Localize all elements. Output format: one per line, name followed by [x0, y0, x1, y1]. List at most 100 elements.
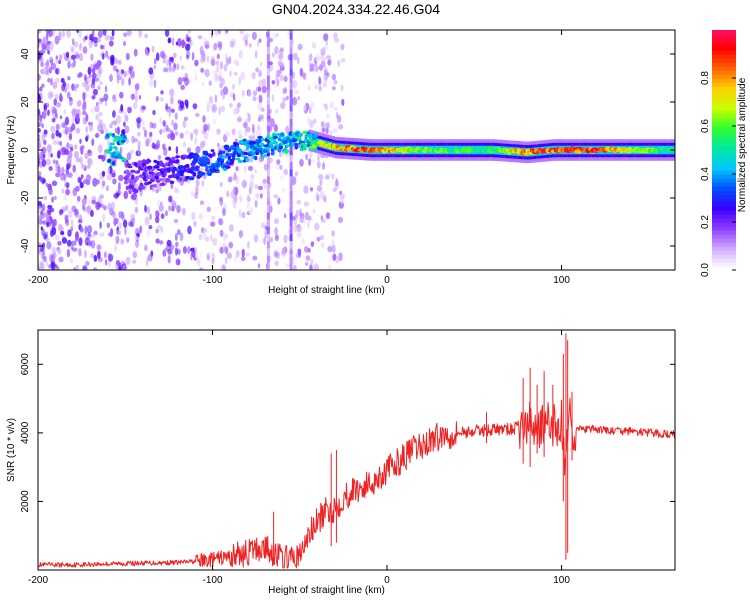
speckle-mark — [159, 97, 164, 102]
colorbar-swatch — [712, 74, 736, 79]
speckle-mark — [190, 132, 194, 141]
speckle-mark — [339, 190, 343, 195]
speckle-mark — [85, 260, 90, 266]
speckle-mark — [171, 66, 176, 73]
speckle-mark — [82, 46, 88, 54]
speckle-mark — [127, 106, 132, 114]
speckle-mark — [38, 74, 41, 81]
speckle-mark — [292, 71, 296, 79]
x-axis-label: Height of straight line (km) — [268, 585, 385, 596]
speckle-mark — [167, 248, 173, 255]
speckle-mark — [185, 50, 191, 59]
ridge-mark — [132, 189, 139, 194]
speckle-mark — [277, 197, 281, 205]
stripe-mark — [289, 262, 293, 270]
speckle-mark — [167, 37, 172, 44]
speckle-mark — [101, 53, 105, 60]
colorbar-tick-label: 0.8 — [700, 71, 711, 85]
speckle-mark — [43, 195, 48, 201]
ridge-mark — [194, 168, 200, 172]
speckle-mark — [41, 203, 46, 212]
speckle-mark — [70, 109, 76, 115]
speckle-mark — [116, 230, 122, 236]
y-tick-label: 20 — [20, 96, 31, 108]
speckle-mark — [155, 229, 159, 234]
speckle-mark — [269, 118, 275, 128]
speckle-mark — [155, 215, 160, 224]
speckle-mark — [65, 166, 70, 175]
speckle-mark — [235, 166, 239, 172]
speckle-mark — [167, 133, 171, 140]
speckle-mark — [74, 86, 78, 92]
speckle-mark — [41, 43, 46, 50]
speckle-mark — [240, 256, 246, 262]
speckle-mark — [38, 143, 41, 150]
speckle-mark — [169, 244, 175, 250]
colorbar-swatch — [712, 194, 736, 199]
y-tick-label: 40 — [20, 48, 31, 60]
speckle-mark — [84, 152, 89, 159]
speckle-mark — [228, 56, 232, 65]
speckle-mark — [97, 123, 103, 132]
speckle-mark — [309, 264, 313, 270]
speckle-mark — [332, 244, 336, 254]
speckle-mark — [185, 43, 191, 51]
ridge-mark — [258, 142, 265, 147]
speckle-mark — [179, 55, 183, 61]
speckle-mark — [69, 257, 74, 264]
speckle-mark — [239, 195, 243, 203]
speckle-mark — [114, 127, 119, 134]
speckle-mark — [66, 51, 70, 58]
speckle-mark — [310, 241, 315, 248]
ridge-mark — [121, 158, 128, 161]
speckle-mark — [51, 106, 56, 114]
ridge-mark — [163, 172, 167, 177]
ridge-mark — [294, 145, 298, 150]
speckle-mark — [255, 86, 262, 92]
speckle-mark — [273, 218, 280, 225]
speckle-mark — [156, 185, 162, 192]
speckle-mark — [90, 108, 94, 113]
colorbar-swatch — [712, 86, 736, 91]
speckle-mark — [166, 59, 169, 67]
ridge-mark — [106, 151, 112, 154]
speckle-mark — [44, 61, 50, 69]
speckle-mark — [52, 159, 56, 164]
ridge-mark — [216, 170, 220, 174]
speckle-mark — [232, 108, 236, 116]
speckle-mark — [59, 94, 63, 103]
speckle-mark — [75, 127, 81, 134]
speckle-mark — [67, 229, 72, 237]
speckle-mark — [153, 65, 157, 70]
speckle-mark — [66, 239, 72, 247]
ridge-mark — [142, 171, 147, 176]
speckle-mark — [283, 213, 287, 219]
ridge-mark — [165, 177, 171, 183]
speckle-mark — [184, 99, 189, 107]
speckle-mark — [281, 187, 286, 193]
speckle-mark — [298, 248, 302, 258]
ridge-mark — [114, 146, 118, 151]
ridge-mark — [207, 171, 212, 176]
stripe-mark — [266, 205, 270, 213]
speckle-mark — [256, 40, 260, 47]
speckle-mark — [148, 225, 153, 230]
colorbar-swatch — [712, 94, 736, 99]
speckle-mark — [230, 190, 235, 199]
speckle-mark — [134, 206, 138, 214]
speckle-mark — [119, 91, 124, 99]
ridge-mark — [146, 165, 153, 170]
speckle-mark — [325, 212, 331, 220]
speckle-mark — [38, 216, 42, 225]
colorbar: 0.0 0.2 0.4 0.6 0.8 Normalized spectral ampli… — [700, 30, 748, 277]
speckle-mark — [251, 31, 257, 41]
speckle-mark — [275, 32, 279, 38]
speckle-mark — [71, 83, 75, 91]
speckle-mark — [47, 109, 50, 116]
speckle-mark — [219, 82, 223, 89]
speckle-mark — [85, 84, 90, 92]
speckle-mark — [202, 53, 206, 62]
speckle-mark — [249, 180, 254, 189]
chart-title: GN04.2024.334.22.46.G04 — [272, 1, 440, 17]
colorbar-swatch — [712, 214, 736, 219]
